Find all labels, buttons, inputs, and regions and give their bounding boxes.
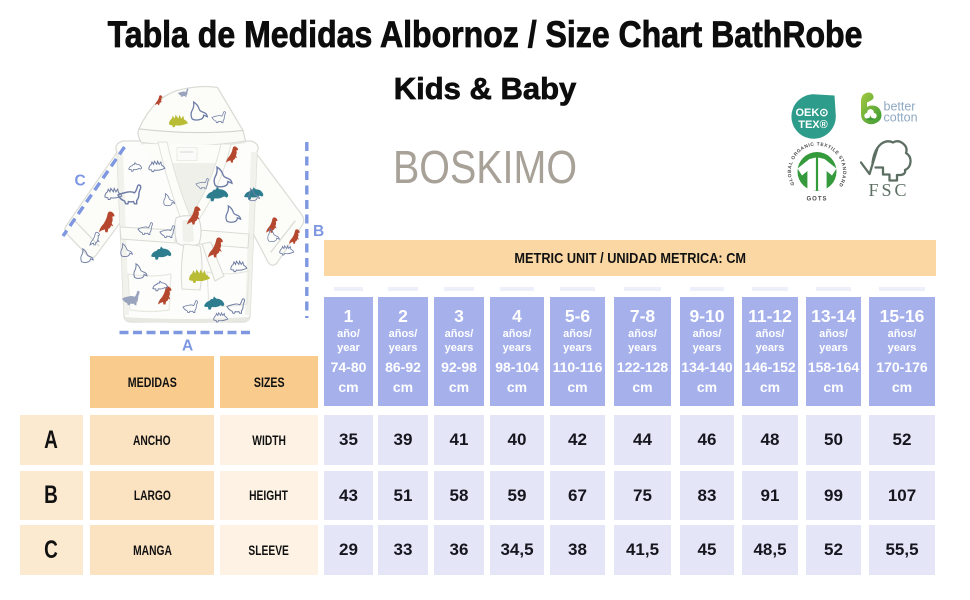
svg-text:FSC: FSC: [868, 180, 909, 200]
svg-text:better: better: [884, 100, 916, 114]
svg-text:A: A: [182, 338, 193, 355]
svg-text:GOTS: GOTS: [806, 197, 827, 203]
svg-text:TEX®: TEX®: [798, 119, 828, 131]
svg-text:BOSKIMO: BOSKIMO: [393, 141, 577, 193]
svg-text:B: B: [313, 223, 324, 240]
svg-text:cotton: cotton: [884, 111, 918, 125]
svg-text:C: C: [75, 173, 86, 190]
svg-text:OEK⊙: OEK⊙: [795, 107, 828, 119]
